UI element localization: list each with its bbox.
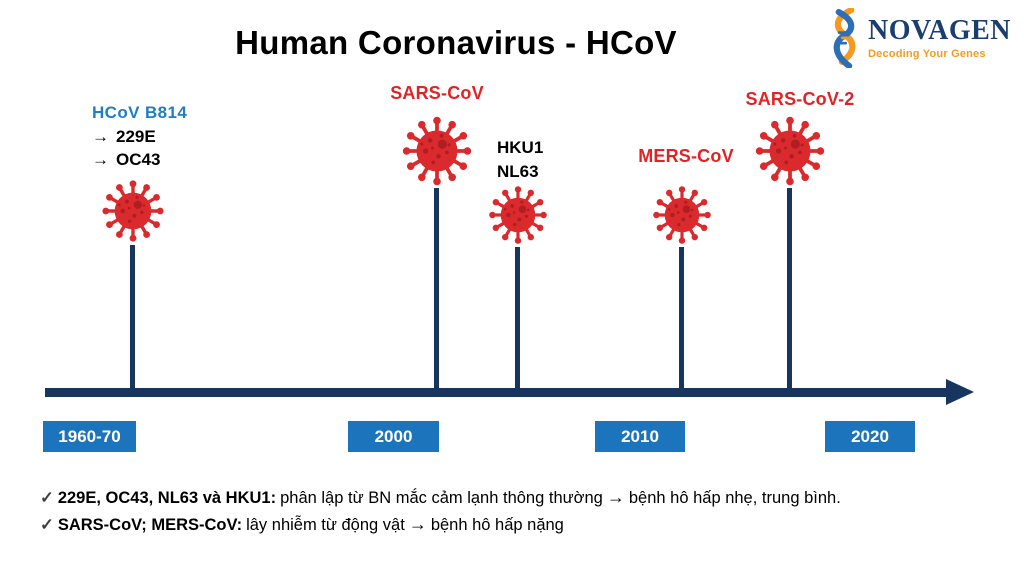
milestone-sars-cov-label: SARS-CoV — [390, 83, 484, 103]
hku1-line: HKU1 — [497, 138, 544, 157]
note-2-bold: SARS-CoV; MERS-CoV: — [57, 516, 243, 534]
note-line-1: ✓ 229E, OC43, NL63 và HKU1: phân lập từ BN… — [40, 487, 845, 508]
check-icon: ✓ — [40, 516, 54, 534]
note-1-bold: 229E, OC43, NL63 và HKU1: — [57, 489, 277, 507]
nl63-line: NL63 — [497, 162, 539, 181]
timeline-tick-sars-cov-2 — [787, 188, 792, 392]
logo-text: NOVAGEN Decoding Your Genes — [868, 8, 1012, 61]
page-title: Human Coronavirus - HCoV — [235, 24, 677, 61]
milestone-sars-cov-2-label: SARS-CoV-2 — [745, 89, 855, 109]
coronavirus-icon-mers-cov — [650, 183, 714, 247]
check-icon: ✓ — [40, 489, 54, 507]
coronavirus-icon-hku1-nl63 — [486, 183, 550, 247]
arrow-icon: → — [92, 150, 109, 169]
b814-item-text: OC43 — [116, 150, 161, 169]
milestone-hku1-nl63-label: HKU1 NL63 — [497, 136, 543, 184]
timeline-tick-sars-cov — [434, 188, 439, 392]
note-2-result: bệnh hô hấp nặng — [430, 516, 564, 534]
note-2-text: lây nhiễm từ động vật — [246, 516, 405, 534]
timeline-tick-mers-cov — [679, 247, 684, 392]
timeline-tick-b814 — [130, 245, 135, 392]
arrow-icon: → — [606, 487, 625, 507]
year-badge-2010: 2010 — [595, 421, 685, 452]
coronavirus-icon-b814 — [99, 177, 167, 245]
coronavirus-icon-sars-cov — [399, 113, 475, 189]
year-badge-2020: 2020 — [825, 421, 915, 452]
arrow-icon: → — [408, 514, 427, 534]
logo-tagline: Decoding Your Genes — [868, 48, 986, 60]
dna-helix-icon — [833, 8, 856, 68]
novagen-logo: NOVAGEN Decoding Your Genes — [827, 8, 1011, 68]
timeline-arrowhead-icon — [946, 379, 974, 405]
timeline-tick-hku1-nl63 — [515, 247, 520, 392]
timeline-axis — [45, 388, 948, 397]
milestone-mers-cov-label: MERS-CoV — [638, 146, 734, 166]
note-1-text: phân lập từ BN mắc cảm lạnh thông thường — [280, 489, 603, 507]
coronavirus-icon-sars-cov-2 — [752, 113, 828, 189]
arrow-icon: → — [92, 127, 109, 146]
note-line-2: ✓ SARS-CoV; MERS-CoV: lây nhiễm từ động vậ… — [40, 514, 845, 535]
note-1-result: bệnh hô hấp nhẹ, trung bình. — [628, 489, 841, 507]
year-badge-2000: 2000 — [348, 421, 439, 452]
milestone-b814-label: HCoV B814 → 229E → OC43 — [92, 103, 187, 170]
b814-item-229e: → 229E — [92, 127, 187, 147]
year-badge-1960-70: 1960-70 — [43, 421, 136, 452]
logo-name: NOVAGEN — [868, 15, 1012, 46]
b814-item-oc43: → OC43 — [92, 150, 187, 170]
footnotes: ✓ 229E, OC43, NL63 và HKU1: phân lập từ BN… — [40, 487, 845, 541]
b814-title: HCoV B814 — [92, 103, 188, 122]
b814-item-text: 229E — [116, 127, 156, 146]
